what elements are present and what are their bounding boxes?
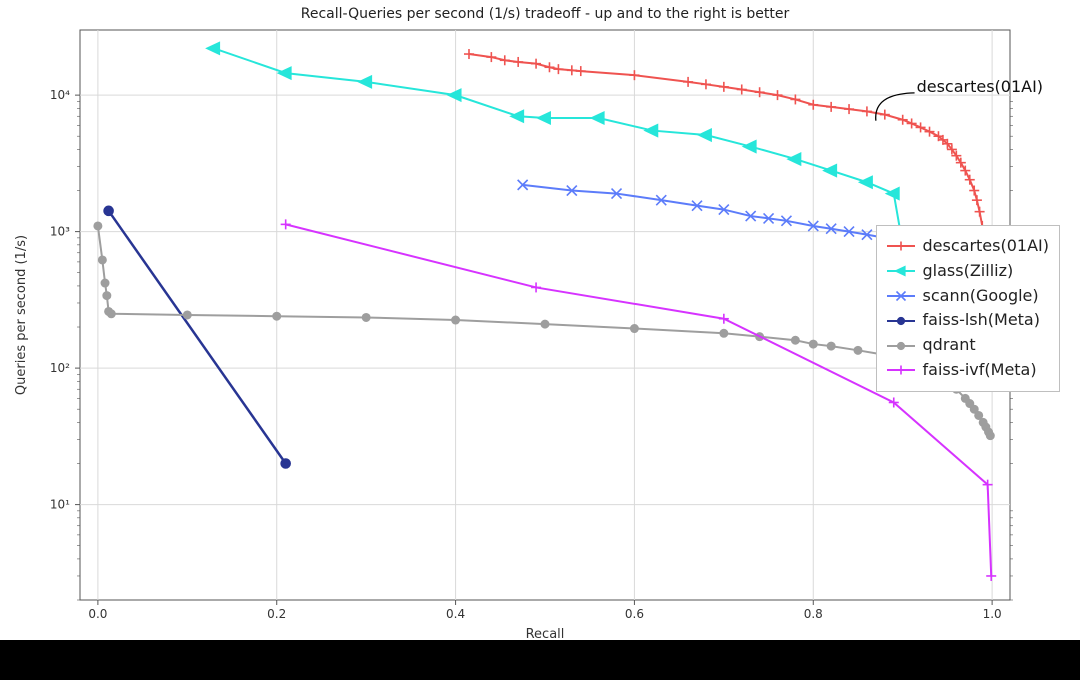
legend-label: glass(Zilliz) [923, 259, 1014, 284]
svg-text:0.8: 0.8 [804, 607, 823, 621]
legend-label: qdrant [923, 333, 976, 358]
legend-item: qdrant [887, 333, 1049, 358]
svg-text:0.4: 0.4 [446, 607, 465, 621]
legend-item: faiss-ivf(Meta) [887, 358, 1049, 383]
legend-label: scann(Google) [923, 284, 1039, 309]
svg-text:Recall: Recall [526, 627, 565, 640]
legend-label: faiss-ivf(Meta) [923, 358, 1037, 383]
svg-text:10²: 10² [50, 361, 70, 375]
svg-text:10¹: 10¹ [50, 498, 70, 512]
svg-text:Queries per second (1/s): Queries per second (1/s) [14, 235, 29, 395]
svg-text:Recall-Queries per second (1/s: Recall-Queries per second (1/s) tradeoff… [301, 6, 790, 22]
legend-label: faiss-lsh(Meta) [923, 308, 1040, 333]
legend-item: scann(Google) [887, 284, 1049, 309]
legend-item: descartes(01AI) [887, 234, 1049, 259]
svg-text:0.6: 0.6 [625, 607, 644, 621]
legend-item: glass(Zilliz) [887, 259, 1049, 284]
legend-swatch [887, 339, 915, 353]
annotation-label: descartes(01AI) [917, 77, 1043, 96]
legend-swatch [887, 239, 915, 253]
legend-item: faiss-lsh(Meta) [887, 308, 1049, 333]
svg-text:10³: 10³ [50, 225, 70, 239]
chart-container: 0.0 0.2 0.4 0.6 0.8 1.0 10¹ 10² 10³ 10⁴ Recall-Que… [0, 0, 1080, 640]
legend-swatch [887, 363, 915, 377]
legend-swatch [887, 289, 915, 303]
legend-swatch [887, 264, 915, 278]
legend: descartes(01AI)glass(Zilliz)scann(Google… [876, 225, 1060, 392]
legend-swatch [887, 314, 915, 328]
svg-text:0.0: 0.0 [88, 607, 107, 621]
svg-text:10⁴: 10⁴ [50, 88, 70, 102]
legend-label: descartes(01AI) [923, 234, 1049, 259]
svg-text:1.0: 1.0 [983, 607, 1002, 621]
svg-text:0.2: 0.2 [267, 607, 286, 621]
bottom-black-bar [0, 640, 1080, 680]
